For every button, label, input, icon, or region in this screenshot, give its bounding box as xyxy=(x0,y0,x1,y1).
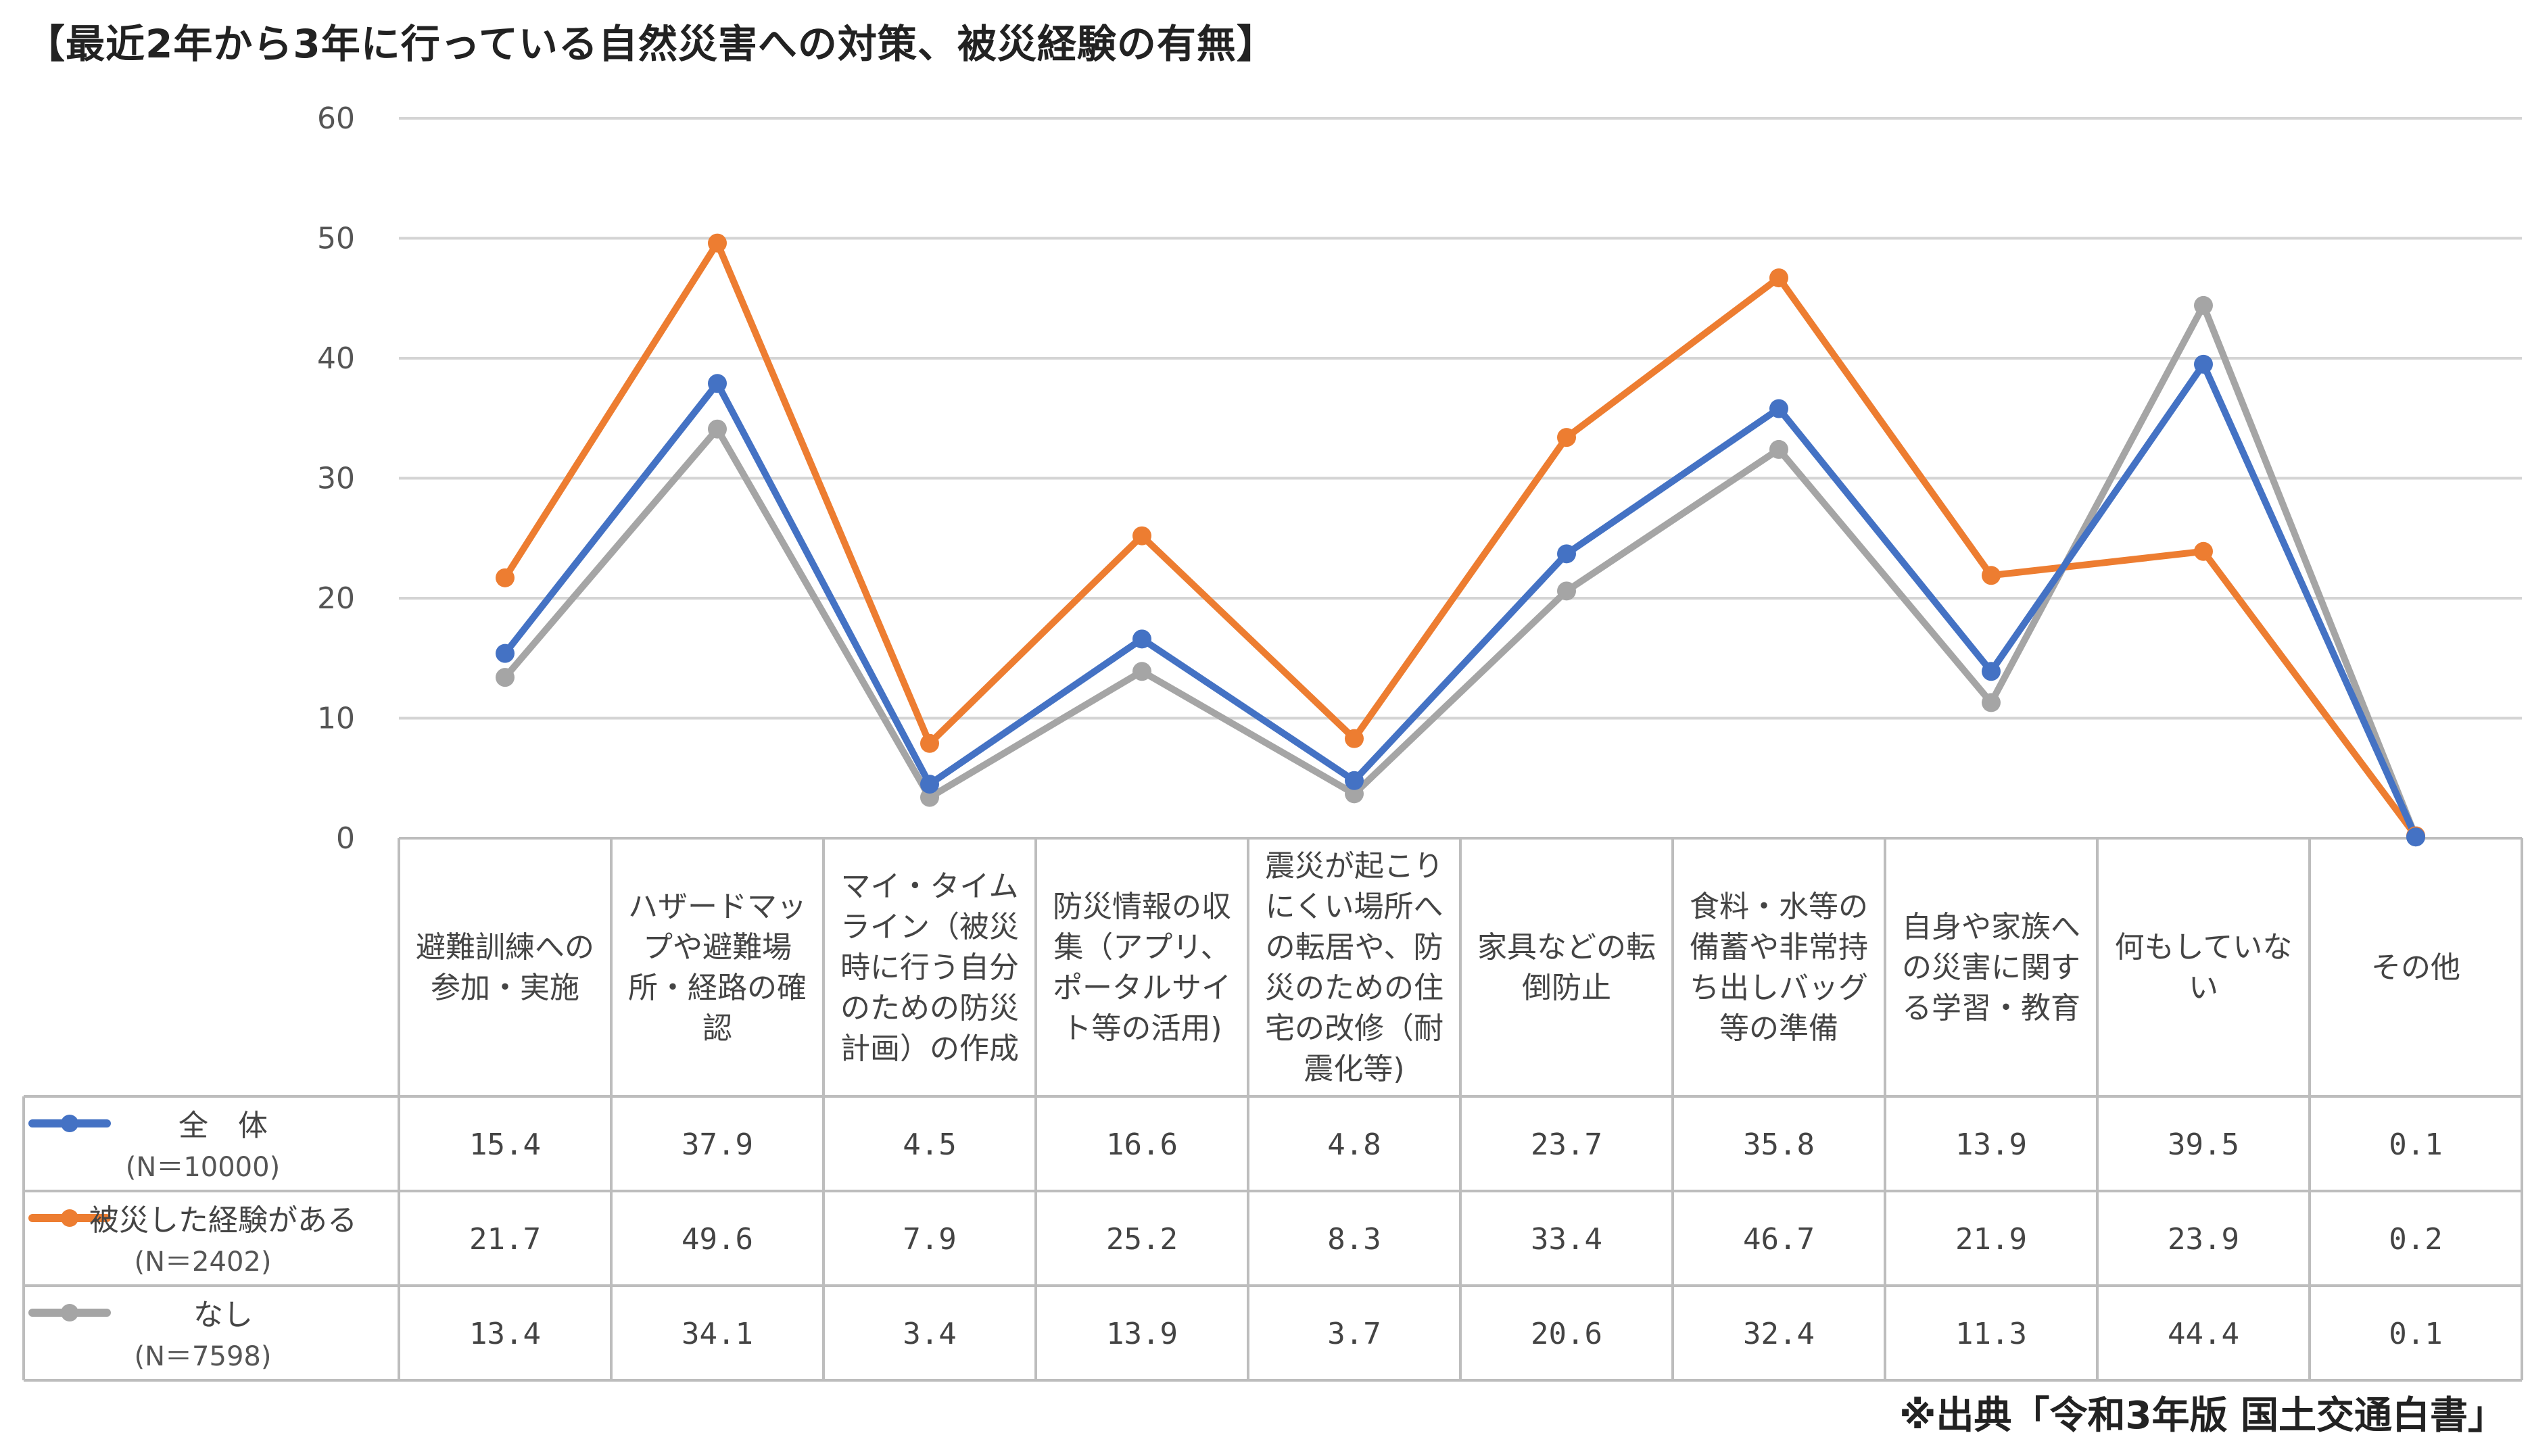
data-point xyxy=(920,733,939,753)
table-cell-value: 21.7 xyxy=(469,1222,541,1257)
category-label: 食料・水等の備蓄や非常持ち出しバッグ等の準備 xyxy=(1690,890,1868,1046)
table-cell-value: 13.4 xyxy=(469,1317,541,1351)
data-point xyxy=(2406,827,2425,847)
series-line-0 xyxy=(502,360,2419,841)
table-cell-value: 7.9 xyxy=(903,1222,956,1257)
table-cell-value: 11.3 xyxy=(1955,1317,2027,1351)
series-line-1 xyxy=(502,239,2419,840)
y-tick-label: 40 xyxy=(317,341,355,376)
legend-label: 被災した経験がある xyxy=(89,1203,357,1238)
table-cell-value: 39.5 xyxy=(2168,1127,2239,1162)
data-point xyxy=(1345,784,1364,804)
y-tick-label: 10 xyxy=(317,702,355,736)
legend-label: 全 体 xyxy=(178,1109,268,1143)
data-point xyxy=(1345,729,1364,748)
chart-title: 【最近2年から3年に行っている自然災害への対策、被災経験の有無】 xyxy=(26,21,1276,67)
table-cell-value: 33.4 xyxy=(1531,1222,1602,1257)
data-point xyxy=(1982,566,2001,585)
series-line-2 xyxy=(502,301,2419,841)
data-point xyxy=(496,568,515,587)
legend-label: なし xyxy=(193,1298,253,1332)
y-tick-label: 60 xyxy=(317,101,355,136)
table-cell-value: 46.7 xyxy=(1743,1222,1815,1257)
source-note: ※出典「令和3年版 国土交通白書」 xyxy=(1899,1394,2506,1438)
table-cell-value: 3.7 xyxy=(1327,1317,1381,1351)
table-cell-value: 8.3 xyxy=(1327,1222,1381,1257)
table-cell-value: 15.4 xyxy=(469,1127,541,1162)
data-point xyxy=(1132,526,1151,545)
data-table: 避難訓練への参加・実施ハザードマップや避難場所・経路の確認マイ・タイムライン（被… xyxy=(22,837,2523,1382)
table-cell-value: 4.8 xyxy=(1327,1127,1381,1162)
table-cell-value: 37.9 xyxy=(682,1127,753,1162)
category-label: 避難訓練への参加・実施 xyxy=(416,930,594,1005)
legend-sample-size: (N＝10000) xyxy=(126,1152,280,1183)
data-point xyxy=(708,419,727,439)
data-point xyxy=(708,374,727,393)
y-tick-label: 50 xyxy=(317,222,355,256)
data-point xyxy=(920,787,939,807)
grid-layer: 0 10 20 30 40 50 60 xyxy=(317,101,2522,856)
category-label: 何もしていない xyxy=(2115,930,2293,1005)
data-point xyxy=(1557,581,1576,601)
table-cell-value: 25.2 xyxy=(1106,1222,1178,1257)
category-label: マイ・タイムライン（被災時に行う自分のための防災計画）の作成 xyxy=(840,869,1019,1066)
table-cell-value: 3.4 xyxy=(903,1317,956,1351)
data-point xyxy=(1769,399,1788,418)
category-label: 防災情報の収集（アプリ、ポータルサイト等の活用) xyxy=(1053,890,1231,1046)
category-label: その他 xyxy=(2371,950,2460,985)
table-cell-value: 13.9 xyxy=(1106,1317,1178,1351)
data-point xyxy=(1345,771,1364,790)
table-cell-value: 16.6 xyxy=(1106,1127,1178,1162)
legend-sample-size: (N＝2402) xyxy=(135,1246,272,1278)
table-cell-value: 0.1 xyxy=(2389,1317,2442,1351)
table-cell-value: 23.9 xyxy=(2168,1222,2239,1257)
legend-marker-2 xyxy=(61,1304,78,1321)
y-tick-label: 0 xyxy=(336,821,355,856)
category-label: 家具などの転倒防止 xyxy=(1477,930,1656,1005)
data-point xyxy=(920,775,939,794)
y-tick-label: 30 xyxy=(317,462,355,496)
table-cell-value: 23.7 xyxy=(1531,1127,1602,1162)
table-cell-value: 0.2 xyxy=(2389,1222,2442,1257)
data-point xyxy=(1557,428,1576,447)
table-cell-value: 4.5 xyxy=(903,1127,956,1162)
data-point xyxy=(1769,439,1788,459)
table-cell-value: 13.9 xyxy=(1955,1127,2027,1162)
table-cell-value: 32.4 xyxy=(1743,1317,1815,1351)
category-label: 自身や家族への災害に関する学習・教育 xyxy=(1902,910,2080,1025)
table-cell-value: 34.1 xyxy=(682,1317,753,1351)
data-point xyxy=(2194,295,2213,315)
data-point xyxy=(1557,544,1576,564)
category-label: ハザードマップや避難場所・経路の確認 xyxy=(628,890,807,1046)
table-cell-value: 20.6 xyxy=(1531,1317,1602,1351)
legend-marker-0 xyxy=(61,1115,78,1132)
data-point xyxy=(2194,354,2213,374)
legend-marker-1 xyxy=(61,1209,78,1227)
table-cell-value: 35.8 xyxy=(1743,1127,1815,1162)
data-point xyxy=(496,668,515,687)
series-markers xyxy=(496,233,2425,847)
data-point xyxy=(496,644,515,663)
data-point xyxy=(1982,693,2001,712)
data-point xyxy=(1132,629,1151,649)
y-tick-label: 20 xyxy=(317,581,355,616)
table-cell-value: 49.6 xyxy=(682,1222,753,1257)
category-label: 震災が起こりにくい場所への転居や、防災のための住宅の改修（耐震化等) xyxy=(1265,849,1443,1086)
series-lines xyxy=(502,239,2419,841)
data-point xyxy=(1982,662,2001,681)
data-point xyxy=(1132,662,1151,681)
legend-sample-size: (N＝7598) xyxy=(135,1341,272,1372)
data-point xyxy=(2194,541,2213,561)
table-cell-value: 0.1 xyxy=(2389,1127,2442,1162)
table-cell-value: 21.9 xyxy=(1955,1222,2027,1257)
data-point xyxy=(1769,268,1788,288)
table-cell-value: 44.4 xyxy=(2168,1317,2239,1351)
data-point xyxy=(708,233,727,253)
